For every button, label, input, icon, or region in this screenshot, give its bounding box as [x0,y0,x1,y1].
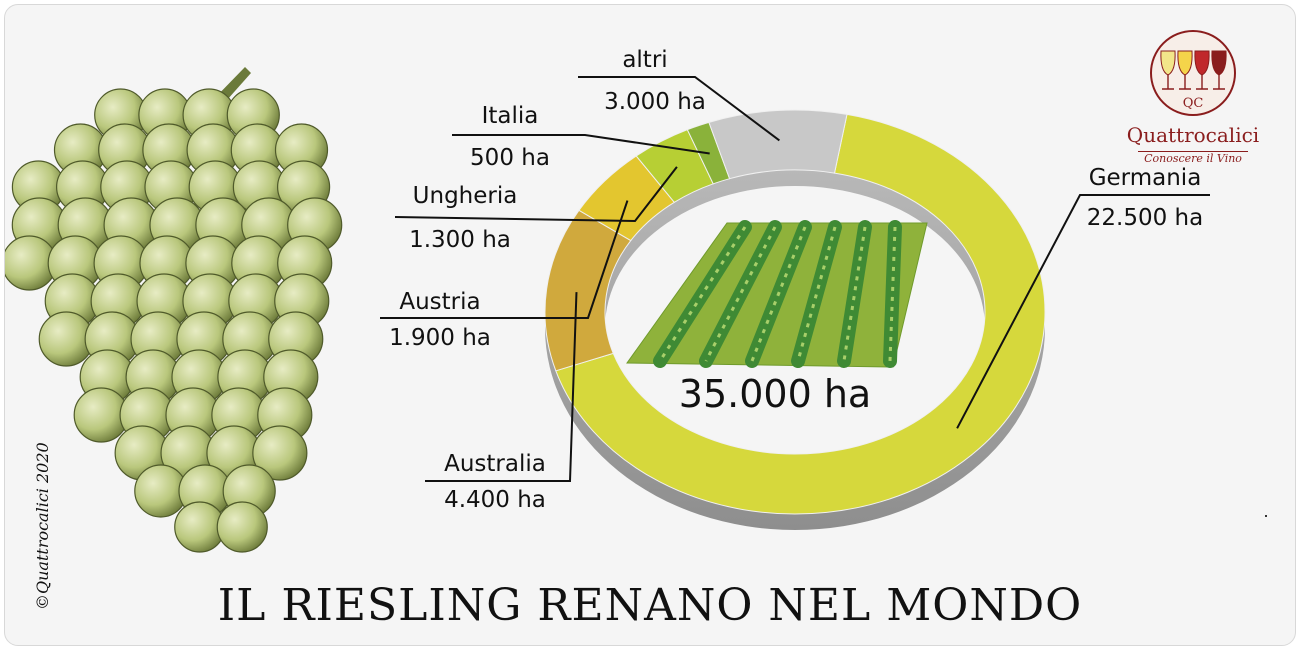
brand-tagline: Conoscere il Vino [1138,151,1248,165]
infographic-canvas: Germania 22.500 ha Australia 4.400 ha Austri… [4,4,1296,646]
leader-line-italia [452,134,710,155]
slice-germania [555,113,1046,515]
slice-value-austria: 1.900 ha [389,325,491,351]
slice-value-italia: 500 ha [470,145,550,171]
total-value-label: 35.000 ha [679,372,871,416]
slice-australia [544,209,632,372]
slice-labels: Germania 22.500 ha Australia 4.400 ha Austri… [389,47,1203,513]
slice-name-germania: Germania [1089,165,1202,191]
slice-name-italia: Italia [482,103,539,129]
wine-glasses-icon: QC [1150,30,1236,116]
vineyard-picture [626,220,928,368]
leader-lines [380,76,1210,482]
slice-value-australia: 4.400 ha [444,487,546,513]
slice-name-australia: Australia [444,451,546,477]
leader-line-germania [956,194,1210,429]
slice-name-altri: altri [622,47,667,73]
slice-name-ungheria: Ungheria [413,183,518,209]
brand-name: Quattrocalici [1126,123,1260,147]
leader-line-austria [380,200,629,319]
riesling-chart: Germania 22.500 ha Australia 4.400 ha Austri… [5,47,1210,553]
leader-line-altri [578,76,780,142]
slice-altri [708,109,848,180]
stray-dot [1265,515,1267,517]
brand-monogram: QC [1183,96,1204,111]
slice-value-germania: 22.500 ha [1087,205,1203,231]
slice-value-altri: 3.000 ha [604,89,706,115]
slice-name-austria: Austria [399,289,480,315]
chart-title: IL RIESLING RENANO NEL MONDO [217,580,1083,631]
grape-bunch-picture [5,67,343,553]
brand-logo: QC Quattrocalici Conoscere il Vino [1105,29,1281,166]
leader-line-australia [425,292,578,482]
leader-line-ungheria [394,166,678,223]
slice-value-ungheria: 1.300 ha [409,227,511,253]
